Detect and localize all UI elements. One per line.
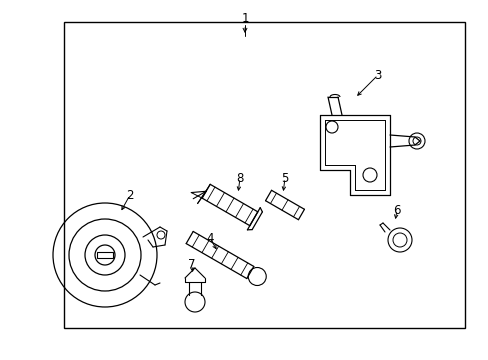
Text: 2: 2: [126, 189, 134, 202]
Text: 7: 7: [188, 258, 195, 271]
Text: 8: 8: [236, 171, 243, 185]
Text: 1: 1: [241, 12, 248, 24]
Bar: [63, 22, 464, 328]
Text: 5: 5: [281, 171, 288, 185]
Text: 6: 6: [392, 203, 400, 216]
Text: 4: 4: [206, 231, 213, 244]
Bar: [97, 252, 113, 258]
Text: 3: 3: [373, 68, 381, 81]
